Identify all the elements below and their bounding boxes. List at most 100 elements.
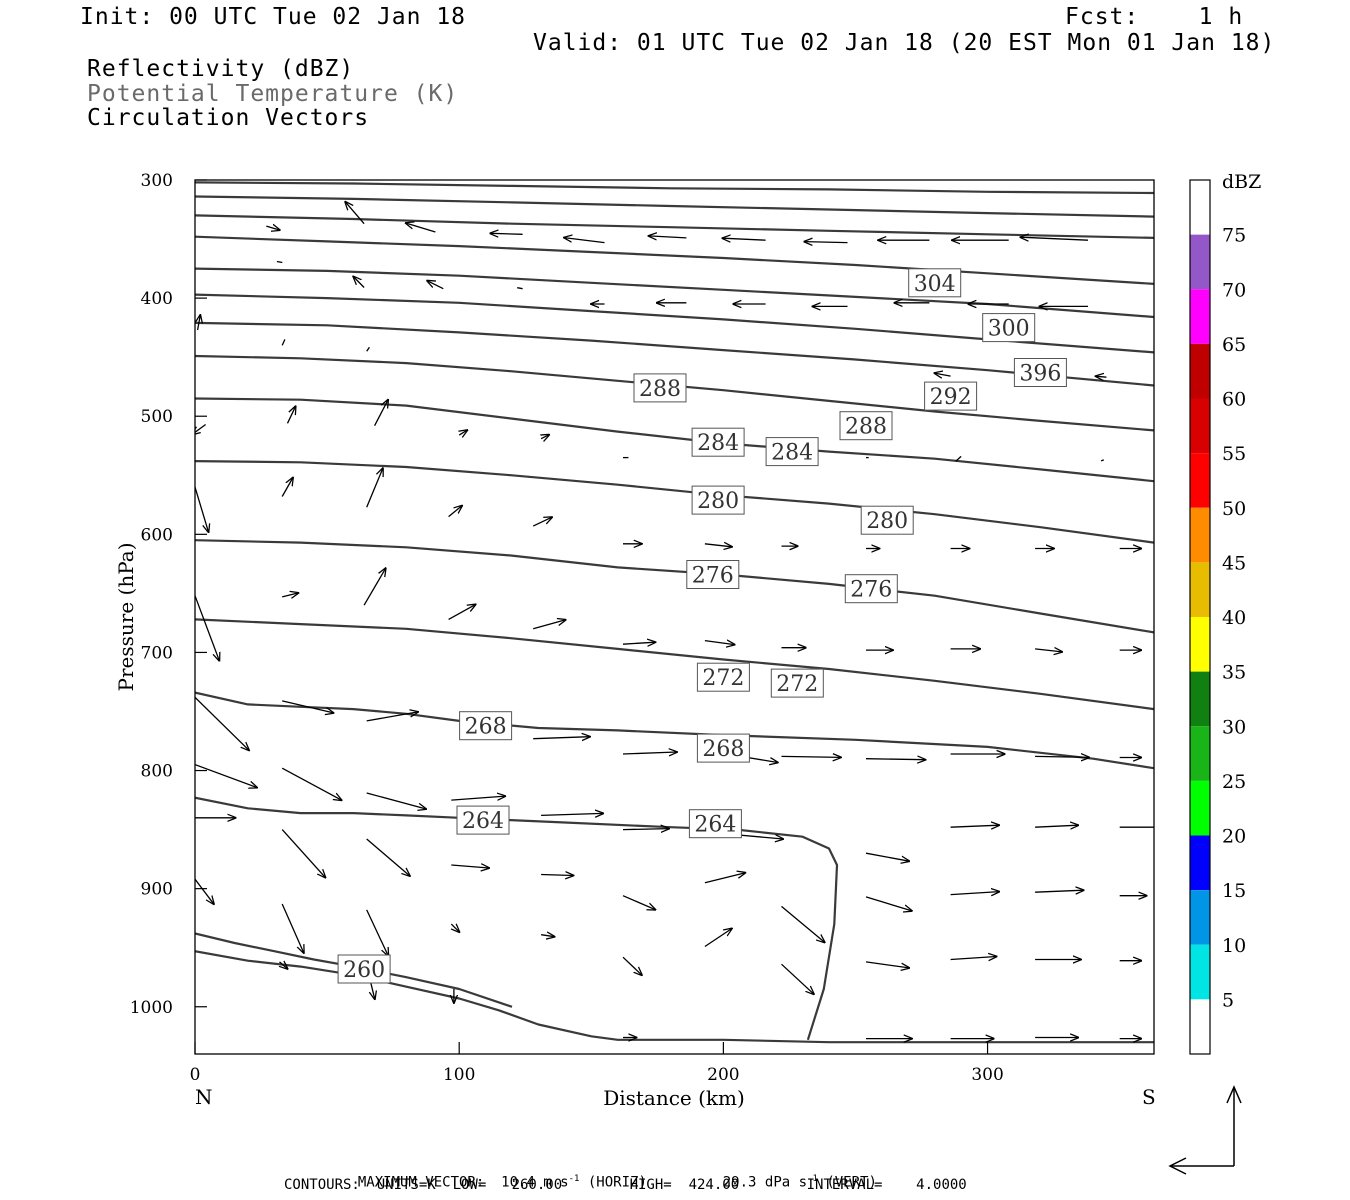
isentrope-260-1 — [195, 950, 1154, 1044]
circulation-vector-96 — [781, 905, 825, 942]
circulation-vector-92 — [451, 865, 489, 868]
circulation-vector-13 — [427, 281, 444, 290]
circulation-vector-106 — [704, 929, 732, 948]
circulation-vector-1 — [345, 202, 365, 225]
field-potential-temperature: Potential Temperature (K) — [87, 81, 459, 107]
circulation-vector-76 — [195, 696, 249, 750]
circulation-vector-31 — [195, 423, 206, 435]
colorbar-segment-12 — [1190, 835, 1210, 891]
contour-label-text-6: 284 — [697, 431, 739, 456]
contour-label-14: 268 — [459, 711, 513, 741]
horiz-exponent: -1 — [568, 1174, 580, 1184]
max-vector-horiz: 10.4 m s — [501, 1174, 569, 1191]
isentrope-276-5 — [195, 539, 1154, 634]
field-circulation-vectors: Circulation Vectors — [87, 105, 370, 131]
circulation-vector-84 — [865, 852, 909, 861]
colorbar-segment-5 — [1190, 453, 1210, 508]
circulation-vector-29 — [934, 373, 951, 376]
circulation-vector-2 — [406, 223, 436, 233]
circulation-vector-86 — [1035, 825, 1078, 827]
contour-label-11: 276 — [844, 574, 898, 604]
circulation-vector-98 — [950, 892, 1000, 895]
colorbar-segment-10 — [1190, 726, 1210, 781]
contour-label-2: 396 — [1013, 358, 1067, 387]
contour-label-10: 276 — [686, 560, 740, 589]
circulation-vector-41 — [281, 478, 293, 497]
circulation-vector-57 — [622, 642, 655, 644]
contour-label-text-8: 280 — [697, 489, 739, 514]
contour-label-7: 284 — [765, 437, 819, 467]
circulation-vector-12 — [353, 277, 365, 288]
colorbar-label-70: 70 — [1222, 279, 1246, 301]
circulation-vector-108 — [865, 961, 909, 968]
circulation-vector-95 — [704, 873, 746, 884]
circulation-vector-39 — [955, 455, 962, 462]
circulation-vector-55 — [448, 604, 476, 620]
circulation-vector-40 — [1100, 459, 1105, 462]
contour-label-3: 288 — [633, 373, 687, 403]
colorbar-label-40: 40 — [1222, 607, 1246, 629]
circulation-vector-77 — [195, 763, 257, 788]
y-tick-label-900: 900 — [141, 880, 173, 900]
circulation-vector-112 — [280, 962, 288, 969]
circulation-vector-44 — [532, 517, 552, 527]
circulation-vector-4 — [564, 238, 605, 244]
vert-tag: (VERT) — [826, 1174, 877, 1191]
circulation-vector-35 — [541, 435, 549, 439]
circulation-vector-74 — [1035, 756, 1089, 757]
circulation-vector-11 — [276, 260, 283, 264]
contour-label-text-14: 268 — [465, 715, 507, 740]
colorbar-label-10: 10 — [1222, 935, 1246, 957]
contour-label-16: 264 — [456, 805, 510, 835]
colorbar-segment-2 — [1190, 289, 1210, 344]
isentrope-284-7 — [195, 397, 1154, 483]
contour-label-layer: 304 300 396 288 292 288 284 284 280 280 276 276 272 2… — [337, 268, 1067, 984]
colorbar-frame — [1189, 179, 1211, 1055]
colorbar-label-5: 5 — [1222, 989, 1234, 1011]
isentrope-304-12 — [195, 235, 1154, 285]
dbz-colorbar: 75 70 65 60 55 50 45 40 35 30 25 20 15 10 5 — [1189, 179, 1246, 1055]
colorbar-title: dBZ — [1222, 171, 1261, 193]
circulation-vector-65 — [282, 700, 333, 713]
colorbar-label-65: 65 — [1222, 334, 1246, 356]
contour-label-18: 260 — [337, 954, 391, 984]
isentrope-300-11 — [195, 267, 1154, 319]
circulation-vector-32 — [286, 406, 296, 424]
colorbar-label-45: 45 — [1222, 552, 1246, 574]
colorbar-segment-8 — [1190, 617, 1210, 672]
colorbar-segment-6 — [1190, 507, 1210, 563]
y-tick-label-600: 600 — [141, 525, 173, 545]
circulation-vector-97 — [865, 896, 912, 911]
contour-label-text-11: 276 — [850, 578, 892, 603]
x-axis-label: Distance (km) — [603, 1086, 745, 1110]
contour-label-12: 272 — [696, 662, 750, 692]
isentrope-272-4 — [195, 618, 1154, 711]
isentrope-308-13 — [195, 214, 1154, 239]
circulation-vector-24 — [366, 346, 370, 352]
circulation-vector-46 — [704, 544, 732, 547]
circulation-vector-81 — [541, 813, 603, 815]
circulation-vector-5 — [649, 236, 687, 238]
isentrope-280-6 — [195, 460, 1154, 544]
colorbar-segment-13 — [1190, 890, 1210, 945]
colorbar-label-50: 50 — [1222, 498, 1246, 520]
colorbar-segment-9 — [1190, 671, 1210, 727]
contour-label-text-16: 264 — [462, 809, 504, 834]
circulation-vector-23 — [281, 339, 286, 346]
circulation-vector-34 — [459, 430, 467, 435]
contour-label-text-15: 268 — [702, 737, 744, 762]
contour-label-text-1: 300 — [988, 317, 1030, 342]
circulation-vector-89 — [195, 878, 214, 904]
colorbar-label-20: 20 — [1222, 826, 1246, 848]
isentrope-316-15 — [195, 181, 1154, 195]
contour-label-5: 288 — [839, 411, 893, 441]
circulation-vector-105 — [622, 956, 642, 975]
circulation-vector-3 — [490, 233, 523, 234]
contour-label-text-12: 272 — [702, 666, 744, 691]
circulation-vector-90 — [281, 829, 325, 878]
colorbar-segment-14 — [1190, 944, 1210, 1000]
y-tick-label-500: 500 — [141, 407, 173, 427]
circulation-vector-79 — [366, 792, 426, 809]
circulation-vector-68 — [533, 737, 590, 739]
